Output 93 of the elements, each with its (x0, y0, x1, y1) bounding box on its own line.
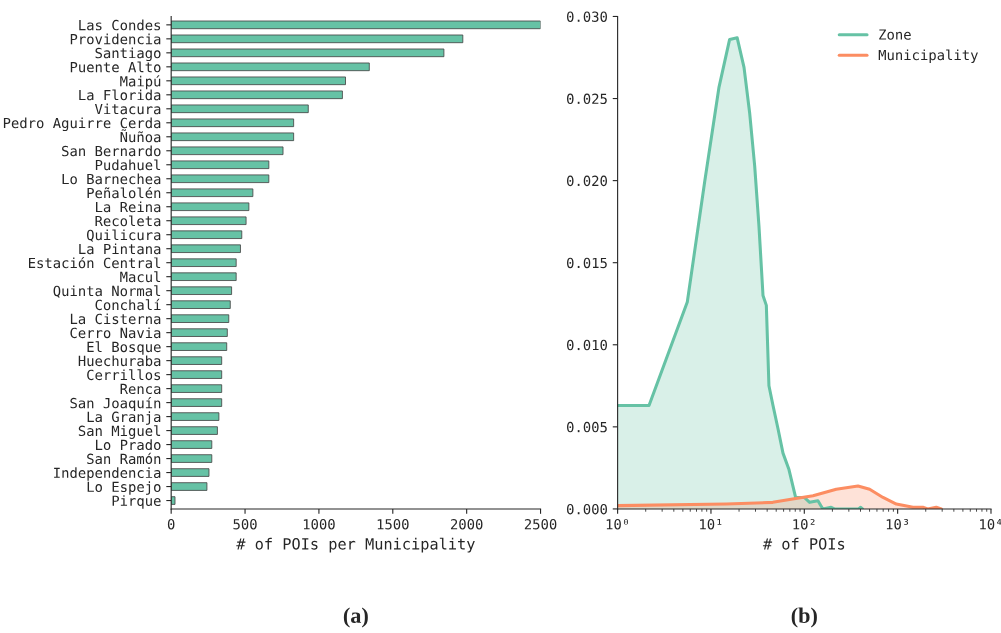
x-tick-label: 2500 (524, 518, 557, 530)
legend-label: Zone (879, 29, 911, 40)
y-tick-label: Quinta Normal (53, 285, 161, 298)
y-tick-label: Vitacura (94, 103, 161, 115)
y-tick-label: Puente Alto (70, 61, 161, 73)
bar (171, 188, 254, 198)
bar (171, 454, 213, 463)
y-tick-label: Quilicura (86, 229, 161, 242)
x-tick-label: 10² (793, 518, 815, 530)
y-tick-label: Pudahuel (95, 159, 161, 171)
x-tick-label: 10⁰ (606, 518, 629, 530)
y-tick-label: Conchalí (95, 298, 161, 311)
bar (171, 328, 228, 337)
x-tick-label: 1500 (377, 518, 409, 530)
y-tick-label: La Reina (96, 201, 161, 213)
y-tick-label: Independencia (54, 467, 161, 481)
y-tick-label: La Pintana (79, 243, 161, 255)
y-tick-label: Providencia (70, 33, 161, 45)
bar (171, 146, 284, 156)
y-tick-label: 0.025 (566, 93, 607, 105)
x-tick-label: 500 (233, 518, 257, 530)
y-tick-label: Huechuraba (78, 355, 161, 367)
bar (171, 132, 295, 142)
y-tick-label: San Ramón (87, 452, 161, 465)
bar (171, 90, 343, 100)
bar (171, 202, 250, 211)
bar (171, 62, 370, 72)
y-tick-label: San Miguel (78, 425, 161, 439)
bar (171, 118, 295, 128)
bar (171, 34, 464, 44)
y-tick-label: 0.020 (566, 175, 607, 187)
y-tick-label: Recoleta (95, 215, 161, 227)
bar (171, 174, 270, 184)
y-tick-label: 0.005 (566, 421, 607, 433)
y-tick-label: San Bernardo (62, 145, 161, 157)
bar (171, 300, 231, 309)
text: (a) (343, 607, 368, 628)
x-tick-label: 0 (167, 518, 175, 530)
bar (171, 482, 208, 491)
bar (171, 286, 233, 295)
y-tick-label: Lo Espejo (87, 481, 161, 495)
y-tick-label: 0.015 (566, 257, 607, 269)
bar (171, 342, 228, 351)
x-tick-label: 10¹ (700, 518, 722, 530)
bar (171, 258, 237, 267)
bar (171, 216, 247, 225)
bar (171, 468, 210, 477)
bar (171, 104, 309, 114)
x-axis-title: # of POIs (762, 537, 845, 550)
y-tick-label: La Cisterna (70, 313, 161, 325)
y-tick-label: Pirque (112, 495, 161, 509)
y-tick-label: Macul (120, 271, 161, 283)
y-tick-label: Cerro Navia (70, 327, 161, 339)
text: (b) (791, 607, 817, 628)
bar (171, 440, 213, 449)
y-tick-label: 0.000 (566, 503, 607, 515)
x-tick-label: 1000 (303, 518, 335, 530)
y-tick-label: La Granja (87, 411, 161, 425)
y-tick-label: Ñuñoa (120, 129, 161, 143)
y-tick-label: Lo Prado (96, 439, 161, 451)
x-axis-title: # of POIs per Municipality (236, 537, 475, 553)
bar (171, 244, 241, 253)
y-tick-label: 0.030 (566, 11, 607, 22)
x-tick-label: 2000 (450, 518, 483, 530)
y-tick-label: Estación Central (29, 256, 161, 269)
y-tick-label: 0.010 (566, 339, 607, 351)
y-tick-label: Peñalolén (87, 186, 161, 199)
y-tick-label: Maipú (120, 75, 161, 90)
y-tick-label: La Florida (79, 89, 161, 101)
y-tick-label: Santiago (95, 47, 161, 62)
bar (171, 48, 445, 58)
bar (171, 314, 230, 323)
bar (171, 384, 223, 393)
bar (171, 412, 220, 421)
y-tick-label: Cerrillos (87, 369, 161, 381)
y-tick-label: San Joaquín (70, 397, 161, 412)
bar (171, 370, 223, 379)
y-tick-label: Lo Barnechea (62, 173, 161, 185)
x-tick-label: 10⁴ (980, 518, 1001, 530)
bar (171, 20, 541, 30)
bar (171, 356, 223, 365)
bar (171, 272, 237, 281)
bar (171, 76, 346, 86)
y-tick-label: Renca (120, 383, 161, 395)
x-tick-label: 10³ (886, 518, 909, 530)
bar (171, 398, 223, 407)
legend-label: Municipality (878, 49, 978, 63)
bar (171, 496, 176, 505)
bar (171, 426, 218, 435)
bar (171, 160, 270, 170)
bar (171, 230, 243, 239)
y-tick-label: El Bosque (87, 341, 161, 355)
y-tick-label: Las Condes (79, 19, 161, 31)
